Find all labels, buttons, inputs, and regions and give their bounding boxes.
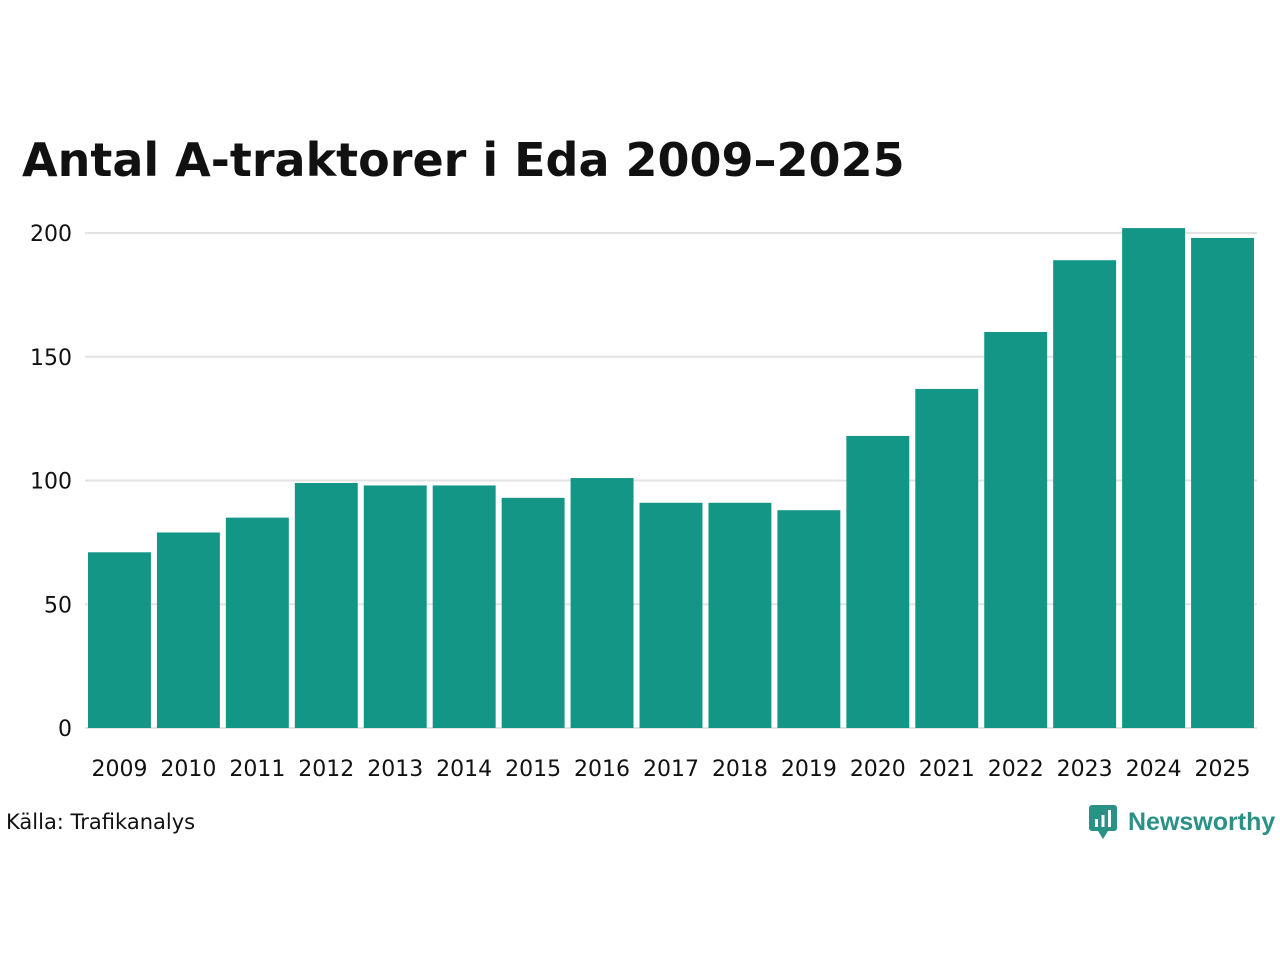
y-axis-ticks: 0 50 100 150 200 xyxy=(30,222,72,742)
x-tick-label-2009: 2009 xyxy=(91,757,147,782)
bar-2011 xyxy=(225,517,289,728)
x-tick-label-2011: 2011 xyxy=(229,757,285,782)
newsworthy-logo: Newsworthy xyxy=(1088,803,1275,841)
bar-2023 xyxy=(1053,260,1117,728)
x-tick-label-2020: 2020 xyxy=(850,757,906,782)
source-note: Källa: Trafikanalys xyxy=(6,810,196,834)
bar-2019 xyxy=(777,510,841,728)
newsworthy-logo-icon xyxy=(1089,805,1117,839)
y-tick-label-0: 0 xyxy=(58,717,72,742)
x-tick-label-2013: 2013 xyxy=(367,757,423,782)
bar-2009 xyxy=(88,552,151,728)
bar-2022 xyxy=(984,332,1048,728)
x-tick-label-2022: 2022 xyxy=(988,757,1044,782)
bar-2024 xyxy=(1122,228,1186,729)
x-tick-label-2018: 2018 xyxy=(712,757,768,782)
bar-2015 xyxy=(501,497,565,728)
x-tick-label-2019: 2019 xyxy=(781,757,837,782)
x-tick-label-2010: 2010 xyxy=(160,757,216,782)
bar-2025 xyxy=(1191,237,1254,728)
y-tick-label-50: 50 xyxy=(44,593,72,618)
bar-2016 xyxy=(570,478,634,728)
bar-2021 xyxy=(915,388,979,728)
bar-2017 xyxy=(639,502,703,728)
bars xyxy=(88,228,1254,729)
x-tick-label-2021: 2021 xyxy=(919,757,975,782)
bar-2010 xyxy=(156,532,220,728)
x-tick-label-2024: 2024 xyxy=(1126,757,1182,782)
bar-2013 xyxy=(363,485,427,728)
x-tick-label-2015: 2015 xyxy=(505,757,561,782)
bar-2020 xyxy=(846,435,910,728)
y-tick-label-200: 200 xyxy=(30,222,72,247)
bar-2012 xyxy=(294,482,358,728)
bar-2018 xyxy=(708,502,772,728)
x-tick-label-2023: 2023 xyxy=(1057,757,1113,782)
x-tick-label-2012: 2012 xyxy=(298,757,354,782)
x-tick-label-2017: 2017 xyxy=(643,757,699,782)
y-tick-label-100: 100 xyxy=(30,470,72,495)
x-axis-ticks: 2009 2010 2011 2012 2013 2014 2015 2016 2017 2018… xyxy=(91,757,1250,782)
x-tick-label-2025: 2025 xyxy=(1195,757,1251,782)
y-tick-label-150: 150 xyxy=(30,346,72,371)
x-tick-label-2014: 2014 xyxy=(436,757,492,782)
chart-title: Antal A-traktorer i Eda 2009–2025 xyxy=(22,133,905,187)
bar-2014 xyxy=(432,485,496,728)
x-tick-label-2016: 2016 xyxy=(574,757,630,782)
brand-name: Newsworthy xyxy=(1128,807,1276,836)
